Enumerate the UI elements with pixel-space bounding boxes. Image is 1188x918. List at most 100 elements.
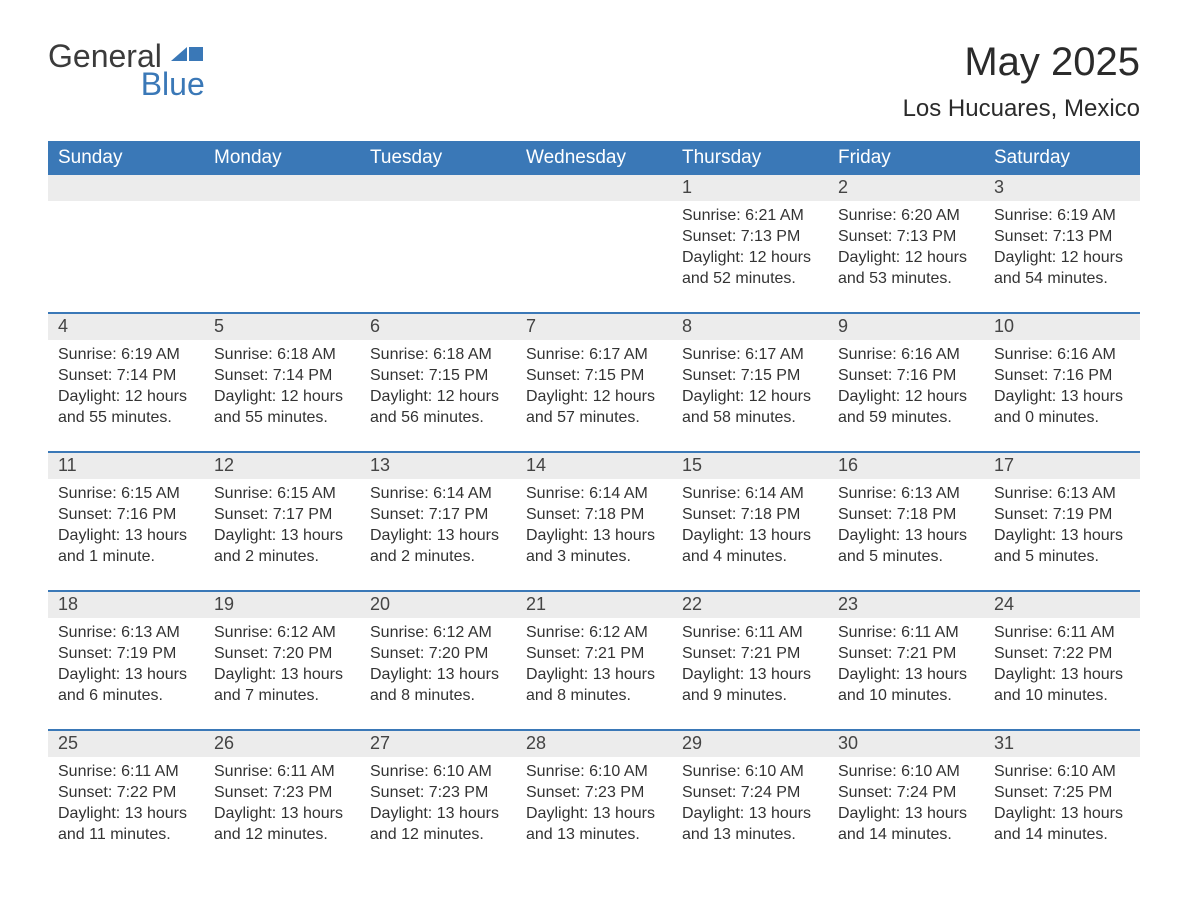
day-number (48, 175, 204, 201)
calendar-day: 7Sunrise: 6:17 AMSunset: 7:15 PMDaylight… (516, 314, 672, 452)
dayname-sunday: Sunday (48, 141, 204, 175)
daylight-text: Daylight: 12 hours and 55 minutes. (58, 386, 194, 428)
day-number: 23 (828, 592, 984, 618)
day-number: 25 (48, 731, 204, 757)
day-number: 28 (516, 731, 672, 757)
calendar-day: 9Sunrise: 6:16 AMSunset: 7:16 PMDaylight… (828, 314, 984, 452)
day-number: 24 (984, 592, 1140, 618)
day-details (204, 201, 360, 291)
daylight-text: Daylight: 13 hours and 8 minutes. (370, 664, 506, 706)
sunset-text: Sunset: 7:23 PM (370, 782, 506, 803)
dayname-thursday: Thursday (672, 141, 828, 175)
sunset-text: Sunset: 7:16 PM (58, 504, 194, 525)
sunset-text: Sunset: 7:19 PM (58, 643, 194, 664)
calendar-day: 25Sunrise: 6:11 AMSunset: 7:22 PMDayligh… (48, 731, 204, 869)
sunrise-text: Sunrise: 6:18 AM (214, 344, 350, 365)
calendar-day-empty (360, 175, 516, 313)
sunset-text: Sunset: 7:21 PM (526, 643, 662, 664)
sunrise-text: Sunrise: 6:12 AM (370, 622, 506, 643)
day-details: Sunrise: 6:20 AMSunset: 7:13 PMDaylight:… (828, 201, 984, 295)
calendar-day: 29Sunrise: 6:10 AMSunset: 7:24 PMDayligh… (672, 731, 828, 869)
sunset-text: Sunset: 7:16 PM (838, 365, 974, 386)
day-details: Sunrise: 6:14 AMSunset: 7:18 PMDaylight:… (516, 479, 672, 573)
day-number: 16 (828, 453, 984, 479)
daylight-text: Daylight: 13 hours and 8 minutes. (526, 664, 662, 706)
calendar-day: 13Sunrise: 6:14 AMSunset: 7:17 PMDayligh… (360, 453, 516, 591)
day-details: Sunrise: 6:16 AMSunset: 7:16 PMDaylight:… (984, 340, 1140, 434)
daylight-text: Daylight: 13 hours and 10 minutes. (994, 664, 1130, 706)
day-details: Sunrise: 6:15 AMSunset: 7:16 PMDaylight:… (48, 479, 204, 573)
sunset-text: Sunset: 7:22 PM (994, 643, 1130, 664)
day-details: Sunrise: 6:11 AMSunset: 7:23 PMDaylight:… (204, 757, 360, 851)
daylight-text: Daylight: 13 hours and 7 minutes. (214, 664, 350, 706)
daylight-text: Daylight: 13 hours and 6 minutes. (58, 664, 194, 706)
daylight-text: Daylight: 13 hours and 3 minutes. (526, 525, 662, 567)
daylight-text: Daylight: 13 hours and 14 minutes. (838, 803, 974, 845)
daylight-text: Daylight: 13 hours and 13 minutes. (526, 803, 662, 845)
title-block: May 2025 Los Hucuares, Mexico (903, 40, 1140, 135)
calendar-day: 19Sunrise: 6:12 AMSunset: 7:20 PMDayligh… (204, 592, 360, 730)
day-details: Sunrise: 6:15 AMSunset: 7:17 PMDaylight:… (204, 479, 360, 573)
daylight-text: Daylight: 13 hours and 4 minutes. (682, 525, 818, 567)
calendar-day: 21Sunrise: 6:12 AMSunset: 7:21 PMDayligh… (516, 592, 672, 730)
sunset-text: Sunset: 7:25 PM (994, 782, 1130, 803)
daylight-text: Daylight: 12 hours and 56 minutes. (370, 386, 506, 428)
daylight-text: Daylight: 13 hours and 12 minutes. (370, 803, 506, 845)
daylight-text: Daylight: 12 hours and 53 minutes. (838, 247, 974, 289)
dayname-friday: Friday (828, 141, 984, 175)
calendar-day: 15Sunrise: 6:14 AMSunset: 7:18 PMDayligh… (672, 453, 828, 591)
calendar-day: 28Sunrise: 6:10 AMSunset: 7:23 PMDayligh… (516, 731, 672, 869)
sunset-text: Sunset: 7:23 PM (526, 782, 662, 803)
calendar-day-empty (204, 175, 360, 313)
sunrise-text: Sunrise: 6:21 AM (682, 205, 818, 226)
sunset-text: Sunset: 7:13 PM (682, 226, 818, 247)
calendar-day: 8Sunrise: 6:17 AMSunset: 7:15 PMDaylight… (672, 314, 828, 452)
daylight-text: Daylight: 13 hours and 2 minutes. (370, 525, 506, 567)
day-details: Sunrise: 6:10 AMSunset: 7:23 PMDaylight:… (360, 757, 516, 851)
daylight-text: Daylight: 12 hours and 52 minutes. (682, 247, 818, 289)
day-details: Sunrise: 6:21 AMSunset: 7:13 PMDaylight:… (672, 201, 828, 295)
day-details (360, 201, 516, 291)
calendar-header-row: SundayMondayTuesdayWednesdayThursdayFrid… (48, 141, 1140, 175)
calendar-day: 6Sunrise: 6:18 AMSunset: 7:15 PMDaylight… (360, 314, 516, 452)
sunrise-text: Sunrise: 6:13 AM (994, 483, 1130, 504)
day-number: 5 (204, 314, 360, 340)
sunrise-text: Sunrise: 6:14 AM (370, 483, 506, 504)
daylight-text: Daylight: 12 hours and 57 minutes. (526, 386, 662, 428)
daylight-text: Daylight: 12 hours and 55 minutes. (214, 386, 350, 428)
day-number: 11 (48, 453, 204, 479)
sunrise-text: Sunrise: 6:17 AM (526, 344, 662, 365)
sunset-text: Sunset: 7:21 PM (682, 643, 818, 664)
calendar-day: 10Sunrise: 6:16 AMSunset: 7:16 PMDayligh… (984, 314, 1140, 452)
calendar-week: 1Sunrise: 6:21 AMSunset: 7:13 PMDaylight… (48, 175, 1140, 313)
daylight-text: Daylight: 13 hours and 13 minutes. (682, 803, 818, 845)
day-details: Sunrise: 6:13 AMSunset: 7:19 PMDaylight:… (48, 618, 204, 712)
calendar-day: 27Sunrise: 6:10 AMSunset: 7:23 PMDayligh… (360, 731, 516, 869)
sunset-text: Sunset: 7:23 PM (214, 782, 350, 803)
calendar-day: 18Sunrise: 6:13 AMSunset: 7:19 PMDayligh… (48, 592, 204, 730)
day-number: 29 (672, 731, 828, 757)
calendar-day: 30Sunrise: 6:10 AMSunset: 7:24 PMDayligh… (828, 731, 984, 869)
dayname-wednesday: Wednesday (516, 141, 672, 175)
day-number: 18 (48, 592, 204, 618)
calendar-day: 24Sunrise: 6:11 AMSunset: 7:22 PMDayligh… (984, 592, 1140, 730)
sunrise-text: Sunrise: 6:19 AM (994, 205, 1130, 226)
calendar-week: 4Sunrise: 6:19 AMSunset: 7:14 PMDaylight… (48, 314, 1140, 452)
calendar-day: 17Sunrise: 6:13 AMSunset: 7:19 PMDayligh… (984, 453, 1140, 591)
sunrise-text: Sunrise: 6:10 AM (370, 761, 506, 782)
daylight-text: Daylight: 13 hours and 9 minutes. (682, 664, 818, 706)
page-title: May 2025 (903, 40, 1140, 85)
daylight-text: Daylight: 13 hours and 5 minutes. (838, 525, 974, 567)
dayname-saturday: Saturday (984, 141, 1140, 175)
sunrise-text: Sunrise: 6:15 AM (58, 483, 194, 504)
calendar-day: 20Sunrise: 6:12 AMSunset: 7:20 PMDayligh… (360, 592, 516, 730)
sunrise-text: Sunrise: 6:14 AM (526, 483, 662, 504)
daylight-text: Daylight: 13 hours and 12 minutes. (214, 803, 350, 845)
daylight-text: Daylight: 13 hours and 2 minutes. (214, 525, 350, 567)
sunrise-text: Sunrise: 6:20 AM (838, 205, 974, 226)
day-details: Sunrise: 6:19 AMSunset: 7:13 PMDaylight:… (984, 201, 1140, 295)
day-details: Sunrise: 6:14 AMSunset: 7:18 PMDaylight:… (672, 479, 828, 573)
calendar-table: SundayMondayTuesdayWednesdayThursdayFrid… (48, 141, 1140, 869)
calendar-day: 2Sunrise: 6:20 AMSunset: 7:13 PMDaylight… (828, 175, 984, 313)
day-details: Sunrise: 6:12 AMSunset: 7:20 PMDaylight:… (360, 618, 516, 712)
